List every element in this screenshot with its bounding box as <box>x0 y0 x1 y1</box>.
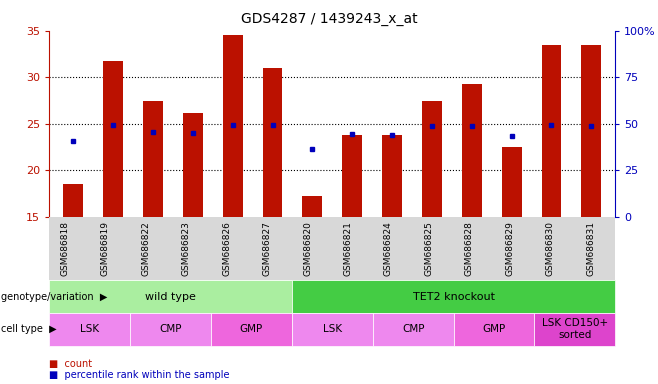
Text: cell type  ▶: cell type ▶ <box>1 324 57 334</box>
Text: GSM686828: GSM686828 <box>465 221 474 276</box>
Text: GSM686829: GSM686829 <box>505 221 514 276</box>
Text: GSM686823: GSM686823 <box>182 221 191 276</box>
Bar <box>263 68 282 217</box>
Text: LSK: LSK <box>322 324 342 334</box>
Text: CMP: CMP <box>159 324 182 334</box>
Bar <box>462 84 482 217</box>
Text: GSM686820: GSM686820 <box>303 221 312 276</box>
Text: TET2 knockout: TET2 knockout <box>413 291 495 302</box>
Bar <box>382 135 402 217</box>
Bar <box>183 113 203 217</box>
Text: GMP: GMP <box>240 324 263 334</box>
Text: LSK CD150+
sorted: LSK CD150+ sorted <box>542 318 608 340</box>
Text: wild type: wild type <box>145 291 196 302</box>
Bar <box>303 197 322 217</box>
Text: GSM686831: GSM686831 <box>586 221 595 276</box>
Bar <box>542 45 561 217</box>
Text: GSM686826: GSM686826 <box>222 221 231 276</box>
Text: GSM686821: GSM686821 <box>343 221 353 276</box>
Text: GSM686824: GSM686824 <box>384 221 393 276</box>
Bar <box>342 135 362 217</box>
Bar <box>143 101 163 217</box>
Bar <box>582 45 601 217</box>
Text: GMP: GMP <box>482 324 505 334</box>
Text: ■  count: ■ count <box>49 359 93 369</box>
Text: ■  percentile rank within the sample: ■ percentile rank within the sample <box>49 370 230 380</box>
Bar <box>63 184 83 217</box>
Bar <box>422 101 442 217</box>
Text: GSM686819: GSM686819 <box>101 221 110 276</box>
Text: GSM686827: GSM686827 <box>263 221 272 276</box>
Text: GSM686830: GSM686830 <box>545 221 555 276</box>
Text: LSK: LSK <box>80 324 99 334</box>
Bar <box>222 35 243 217</box>
Text: GSM686818: GSM686818 <box>61 221 70 276</box>
Bar <box>501 147 522 217</box>
Text: GSM686822: GSM686822 <box>141 221 151 276</box>
Text: GDS4287 / 1439243_x_at: GDS4287 / 1439243_x_at <box>241 12 417 25</box>
Text: genotype/variation  ▶: genotype/variation ▶ <box>1 291 108 302</box>
Bar <box>103 61 123 217</box>
Text: GSM686825: GSM686825 <box>424 221 434 276</box>
Text: CMP: CMP <box>402 324 424 334</box>
